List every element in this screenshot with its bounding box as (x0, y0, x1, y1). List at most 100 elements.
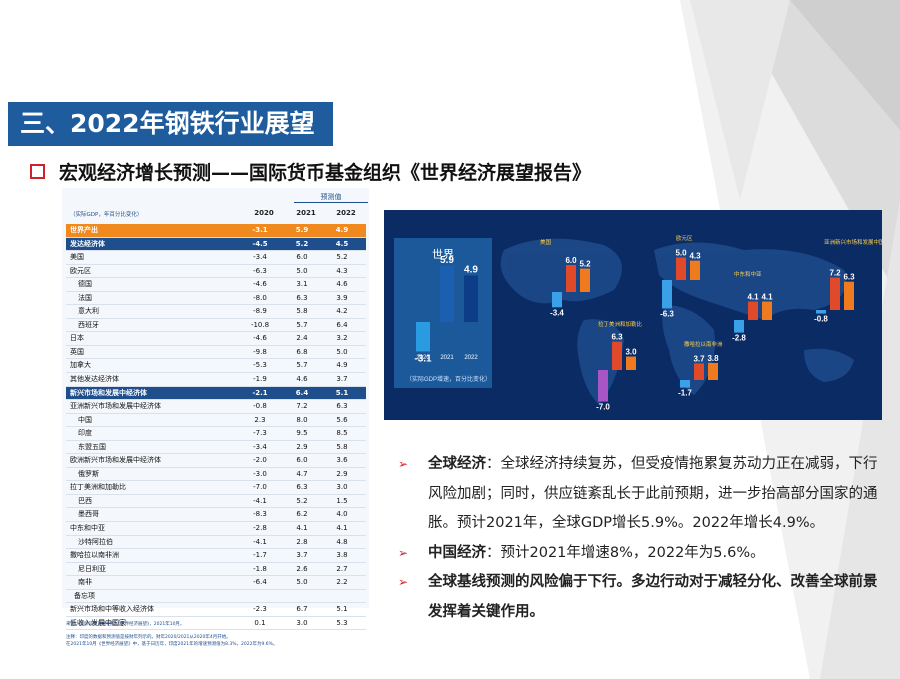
row-value-2021: 9.5 (296, 429, 308, 438)
row-value-2021: 6.2 (296, 510, 308, 519)
row-value-2021: 6.7 (296, 605, 308, 614)
table-row: 英国 -9.8 6.8 5.0 (66, 346, 366, 360)
row-value-2020: -4.6 (253, 280, 267, 289)
world-year-label: 2022 (464, 355, 478, 361)
imf-forecast-table: 预测值 （实际GDP，年百分比变化） 2020 2021 2022 世界产出 -3… (62, 188, 369, 647)
table-row: 意大利 -8.9 5.8 4.2 (66, 305, 366, 319)
table-row: 低收入发展中国家 0.1 3.0 5.3 (66, 617, 366, 631)
row-value-2021: 2.4 (296, 334, 308, 343)
row-value-2022: 5.6 (336, 415, 348, 424)
region-bar-label: 4.3 (689, 252, 701, 261)
region-bar (552, 292, 562, 308)
table-row: 西班牙 -10.8 5.7 6.4 (66, 319, 366, 333)
row-value-2022: 5.0 (336, 347, 348, 356)
arrow-bullet-icon: ➢ (398, 457, 409, 471)
projection-note: 预测值 (294, 192, 368, 203)
bullet-text: ：全球经济持续复苏，但受疫情拖累复苏动力正在减弱，下行风险加剧；同时，供应链紊乱… (428, 456, 878, 531)
region-bar (612, 341, 622, 370)
row-value-2020: -4.5 (252, 239, 268, 248)
region-bar (626, 356, 636, 370)
row-value-2021: 4.1 (296, 524, 308, 533)
row-value-2020: -10.8 (250, 320, 270, 329)
region-bar-label: 5.2 (579, 260, 591, 269)
table-row: 东盟五国 -3.4 2.9 5.8 (66, 441, 366, 455)
row-label: 印度 (78, 429, 92, 438)
bullet-box-icon (30, 164, 45, 179)
region-bar-label: 3.8 (707, 354, 719, 363)
row-label: 新兴市场和中等收入经济体 (70, 605, 154, 614)
bullet-text: ：预计2021年增速8%，2022年为5.6%。 (486, 544, 765, 561)
row-value-2022: 3.9 (336, 293, 348, 302)
row-value-2022: 4.2 (336, 307, 348, 316)
region-bar-label: -3.4 (550, 308, 564, 317)
region-bar-label: 5.0 (675, 249, 687, 258)
table-row: 备忘项 (66, 590, 366, 604)
row-value-2021: 6.3 (296, 483, 308, 492)
table-row: 巴西 -4.1 5.2 1.5 (66, 495, 366, 509)
bullet-global-economy: ➢ 全球经济：全球经济持续复苏，但受疫情拖累复苏动力正在减弱，下行风险加剧；同时，… (398, 450, 883, 539)
region-name: 亚洲新兴市场和发展中国家 (824, 238, 882, 246)
row-value-2022: 3.6 (336, 456, 348, 465)
row-label: 日本 (70, 334, 84, 343)
region-bar (598, 370, 608, 402)
region-bar (566, 265, 576, 292)
region-bar-group: 中东和中亚 -2.8 4.1 4.1 (732, 270, 773, 343)
world-year-label: 2020 (416, 355, 430, 361)
key-points: ➢ 全球经济：全球经济持续复苏，但受疫情拖累复苏动力正在减弱，下行风险加剧；同时，… (398, 450, 883, 627)
row-value-2021: 8.0 (296, 415, 308, 424)
row-value-2022: 4.1 (336, 524, 348, 533)
region-name: 欧元区 (676, 234, 693, 242)
row-label: 备忘项 (74, 591, 95, 600)
row-value-2020: -2.1 (252, 388, 268, 397)
row-label: 新兴市场和发展中经济体 (70, 388, 147, 397)
row-value-2022: 6.4 (336, 320, 348, 329)
world-bar-label: -3.1 (414, 353, 432, 364)
row-value-2020: -0.8 (253, 402, 267, 411)
row-value-2022: 5.1 (335, 388, 349, 397)
row-value-2021: 6.0 (296, 253, 308, 262)
row-value-2022: 4.8 (336, 537, 348, 546)
row-value-2020: -2.0 (253, 456, 267, 465)
table-row: 中东和中亚 -2.8 4.1 4.1 (66, 522, 366, 536)
region-bar (662, 280, 672, 309)
row-value-2022: 4.0 (336, 510, 348, 519)
row-value-2022: 4.5 (335, 239, 349, 248)
row-label: 南非 (78, 578, 92, 587)
row-value-2020: -4.6 (253, 334, 267, 343)
row-value-2022: 2.2 (336, 578, 348, 587)
row-label: 墨西哥 (78, 510, 99, 519)
row-value-2022: 4.9 (335, 226, 349, 234)
region-bar (580, 268, 590, 292)
row-value-2021: 4.7 (296, 469, 308, 478)
row-label: 沙特阿拉伯 (78, 537, 113, 546)
row-value-2020: -2.3 (253, 605, 267, 614)
row-label: 低收入发展中国家 (70, 618, 126, 627)
world-bar-label: 5.9 (440, 255, 454, 266)
region-bar-label: 7.2 (829, 269, 841, 278)
row-value-2022: 3.8 (336, 551, 348, 560)
year-header-2021: 2021 (296, 209, 316, 217)
row-label: 世界产出 (70, 226, 98, 234)
subtitle-text: 宏观经济增长预测——国际货币基金组织《世界经济展望报告》 (59, 162, 592, 184)
row-value-2020: -3.4 (253, 253, 267, 262)
row-value-2022: 1.5 (336, 496, 348, 505)
row-value-2021: 4.6 (296, 375, 308, 384)
table-row: 法国 -8.0 6.3 3.9 (66, 292, 366, 306)
region-bar (816, 310, 826, 314)
region-bar-label: -6.3 (660, 309, 674, 318)
year-header-2020: 2020 (254, 209, 274, 217)
row-value-2022: 2.9 (336, 469, 348, 478)
table-row: 沙特阿拉伯 -4.1 2.8 4.8 (66, 536, 366, 550)
row-value-2021: 7.2 (296, 402, 308, 411)
world-label: 世界 (432, 248, 454, 261)
row-value-2021: 2.9 (296, 442, 308, 451)
map-footnote: （实际GDP增速，百分比变化） (406, 375, 491, 383)
table-row: 世界产出 -3.1 5.9 4.9 (66, 224, 366, 238)
row-value-2022: 5.2 (336, 253, 348, 262)
row-value-2021: 2.8 (296, 537, 308, 546)
world-bar-2021 (440, 265, 454, 322)
region-bar (734, 320, 744, 333)
table-source: 来源：国际货币基金组织《世界经济展望》，2021年10月。 (66, 622, 185, 627)
region-bar-group: 拉丁美洲和加勒比 -7.0 6.33.0 (596, 320, 642, 412)
